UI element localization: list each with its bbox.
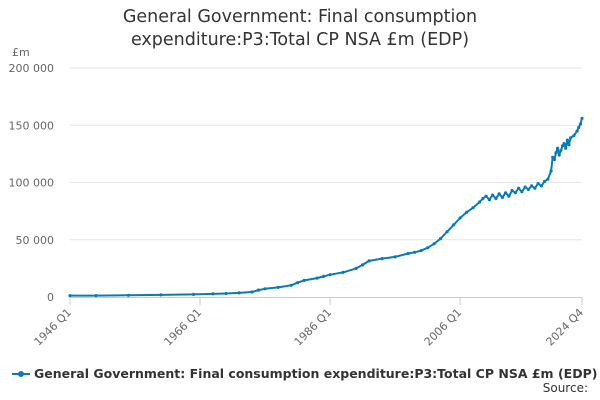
data-point[interactable]: [159, 293, 163, 297]
data-point[interactable]: [191, 292, 196, 296]
data-point[interactable]: [564, 146, 568, 150]
data-point[interactable]: [556, 146, 560, 150]
data-point[interactable]: [530, 184, 534, 188]
data-point[interactable]: [452, 223, 456, 227]
data-point[interactable]: [562, 142, 566, 146]
data-point[interactable]: [328, 273, 332, 277]
source-label: Source:: [542, 381, 588, 395]
data-point[interactable]: [580, 116, 584, 120]
data-point[interactable]: [481, 196, 485, 201]
x-tick-label: 2024 Q4: [544, 306, 587, 349]
series-line: [70, 118, 583, 297]
data-point[interactable]: [256, 288, 261, 292]
data-point[interactable]: [487, 198, 491, 202]
data-point[interactable]: [546, 177, 550, 181]
data-point[interactable]: [549, 169, 553, 173]
data-point[interactable]: [393, 255, 397, 259]
x-tick-label: 2006 Q1: [422, 306, 465, 349]
data-point[interactable]: [578, 122, 583, 126]
data-point[interactable]: [567, 143, 571, 147]
data-point[interactable]: [494, 196, 498, 201]
data-point[interactable]: [523, 185, 527, 189]
y-tick-label: 50 000: [16, 234, 55, 247]
data-point[interactable]: [513, 191, 518, 195]
data-point[interactable]: [500, 195, 504, 199]
y-axis: 0 50 000 100 000 150 000 200 000: [9, 62, 55, 304]
data-point[interactable]: [559, 148, 563, 152]
y-tick-label: 0: [47, 291, 54, 304]
data-point[interactable]: [554, 151, 558, 155]
data-point[interactable]: [367, 259, 371, 263]
data-point[interactable]: [577, 125, 581, 130]
data-point[interactable]: [341, 270, 345, 274]
data-point[interactable]: [504, 191, 508, 195]
data-point[interactable]: [380, 257, 384, 261]
legend[interactable]: General Government: Final consumption ex…: [12, 366, 597, 381]
data-point[interactable]: [539, 184, 544, 188]
data-point[interactable]: [510, 188, 514, 193]
data-point[interactable]: [126, 293, 131, 297]
data-point[interactable]: [237, 291, 241, 295]
data-point[interactable]: [94, 294, 98, 298]
data-point[interactable]: [575, 129, 579, 133]
data-point[interactable]: [419, 249, 423, 253]
data-point[interactable]: [536, 182, 540, 186]
data-point[interactable]: [517, 186, 521, 190]
x-tick-label: 1946 Q1: [32, 306, 75, 349]
series-group: [68, 116, 584, 298]
y-tick-label: 100 000: [9, 177, 55, 190]
data-point[interactable]: [68, 294, 72, 298]
data-point[interactable]: [289, 283, 293, 287]
y-tick-label: 150 000: [9, 119, 55, 132]
x-tick-label: 1986 Q1: [292, 306, 335, 349]
data-point[interactable]: [569, 136, 573, 140]
y-tick-label: 200 000: [9, 62, 55, 75]
data-point[interactable]: [445, 230, 449, 234]
data-point[interactable]: [484, 194, 488, 198]
legend-swatch: [12, 370, 30, 377]
data-point[interactable]: [224, 291, 228, 296]
data-point[interactable]: [465, 210, 469, 214]
data-point[interactable]: [322, 274, 326, 278]
gridlines: [70, 67, 582, 241]
chart-title-line-1: General Government: Final consumption: [122, 7, 478, 27]
data-point[interactable]: [478, 200, 482, 204]
data-point[interactable]: [211, 292, 215, 296]
data-point[interactable]: [426, 246, 430, 250]
data-point[interactable]: [560, 144, 565, 148]
data-point[interactable]: [439, 237, 443, 241]
chart-title: General Government: Final consumption ex…: [0, 6, 600, 52]
data-point[interactable]: [458, 216, 462, 220]
data-point[interactable]: [276, 285, 280, 289]
data-point[interactable]: [302, 278, 306, 282]
data-point[interactable]: [413, 250, 417, 254]
data-point[interactable]: [491, 193, 495, 197]
data-point[interactable]: [497, 192, 501, 196]
data-point[interactable]: [361, 263, 365, 267]
data-point[interactable]: [572, 134, 576, 138]
data-point[interactable]: [520, 190, 524, 194]
data-point[interactable]: [552, 158, 557, 162]
data-point[interactable]: [565, 138, 570, 142]
y-axis-unit-label: £m: [12, 46, 30, 59]
data-point[interactable]: [315, 276, 319, 280]
data-point[interactable]: [471, 206, 475, 210]
data-point[interactable]: [250, 290, 254, 294]
data-point[interactable]: [507, 194, 511, 198]
x-tick-label: 1966 Q1: [162, 306, 205, 349]
data-point[interactable]: [406, 251, 410, 256]
chart-title-line-2: expenditure:P3:Total CP NSA £m (EDP): [130, 30, 470, 50]
data-point[interactable]: [533, 186, 537, 190]
data-point[interactable]: [432, 242, 436, 246]
data-point[interactable]: [263, 287, 267, 291]
data-point[interactable]: [551, 155, 555, 159]
data-point[interactable]: [296, 281, 300, 285]
legend-label: General Government: Final consumption ex…: [34, 366, 598, 381]
data-point[interactable]: [526, 187, 531, 191]
data-point[interactable]: [557, 153, 561, 157]
data-point[interactable]: [543, 179, 547, 183]
data-point[interactable]: [354, 266, 358, 270]
x-axis: 1946 Q1 1966 Q1 1986 Q1 2006 Q1 2024 Q4: [32, 297, 587, 349]
